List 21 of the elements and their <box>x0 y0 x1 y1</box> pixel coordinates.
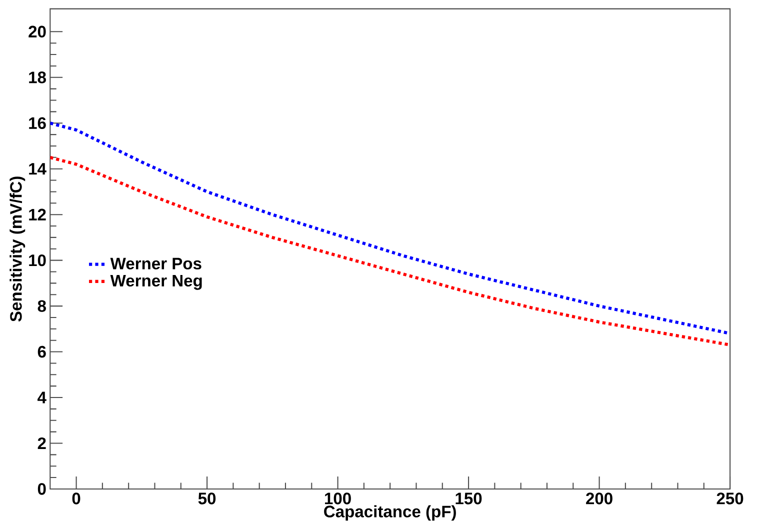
x-tick-label: 200 <box>586 492 612 504</box>
y-tick-label: 8 <box>38 300 46 312</box>
y-tick-label: 2 <box>38 437 46 449</box>
x-tick-label: 250 <box>716 492 744 504</box>
x-tick-label: 50 <box>198 492 216 504</box>
x-tick-label: 0 <box>72 492 80 504</box>
y-tick-label: 0 <box>38 482 46 495</box>
x-tick-label: 100 <box>325 492 351 504</box>
y-tick-label: 18 <box>29 71 46 84</box>
y-tick-label: 12 <box>29 208 46 220</box>
y-tick-label: 10 <box>29 254 46 266</box>
y-tick-label: 4 <box>38 392 46 404</box>
x-axis-title: Capacitance (pF) <box>324 505 456 521</box>
y-tick-label: 16 <box>29 117 46 129</box>
x-tick-label: 150 <box>456 492 482 504</box>
y-tick-label: 20 <box>28 26 46 38</box>
y-axis-title: Sensitivity (mV/fC) <box>10 176 26 322</box>
y-tick-label: 14 <box>29 163 46 174</box>
legend-label: Werner Pos <box>110 258 202 270</box>
legend-label: Werner Neg <box>110 274 202 290</box>
y-tick-label: 6 <box>38 346 46 358</box>
